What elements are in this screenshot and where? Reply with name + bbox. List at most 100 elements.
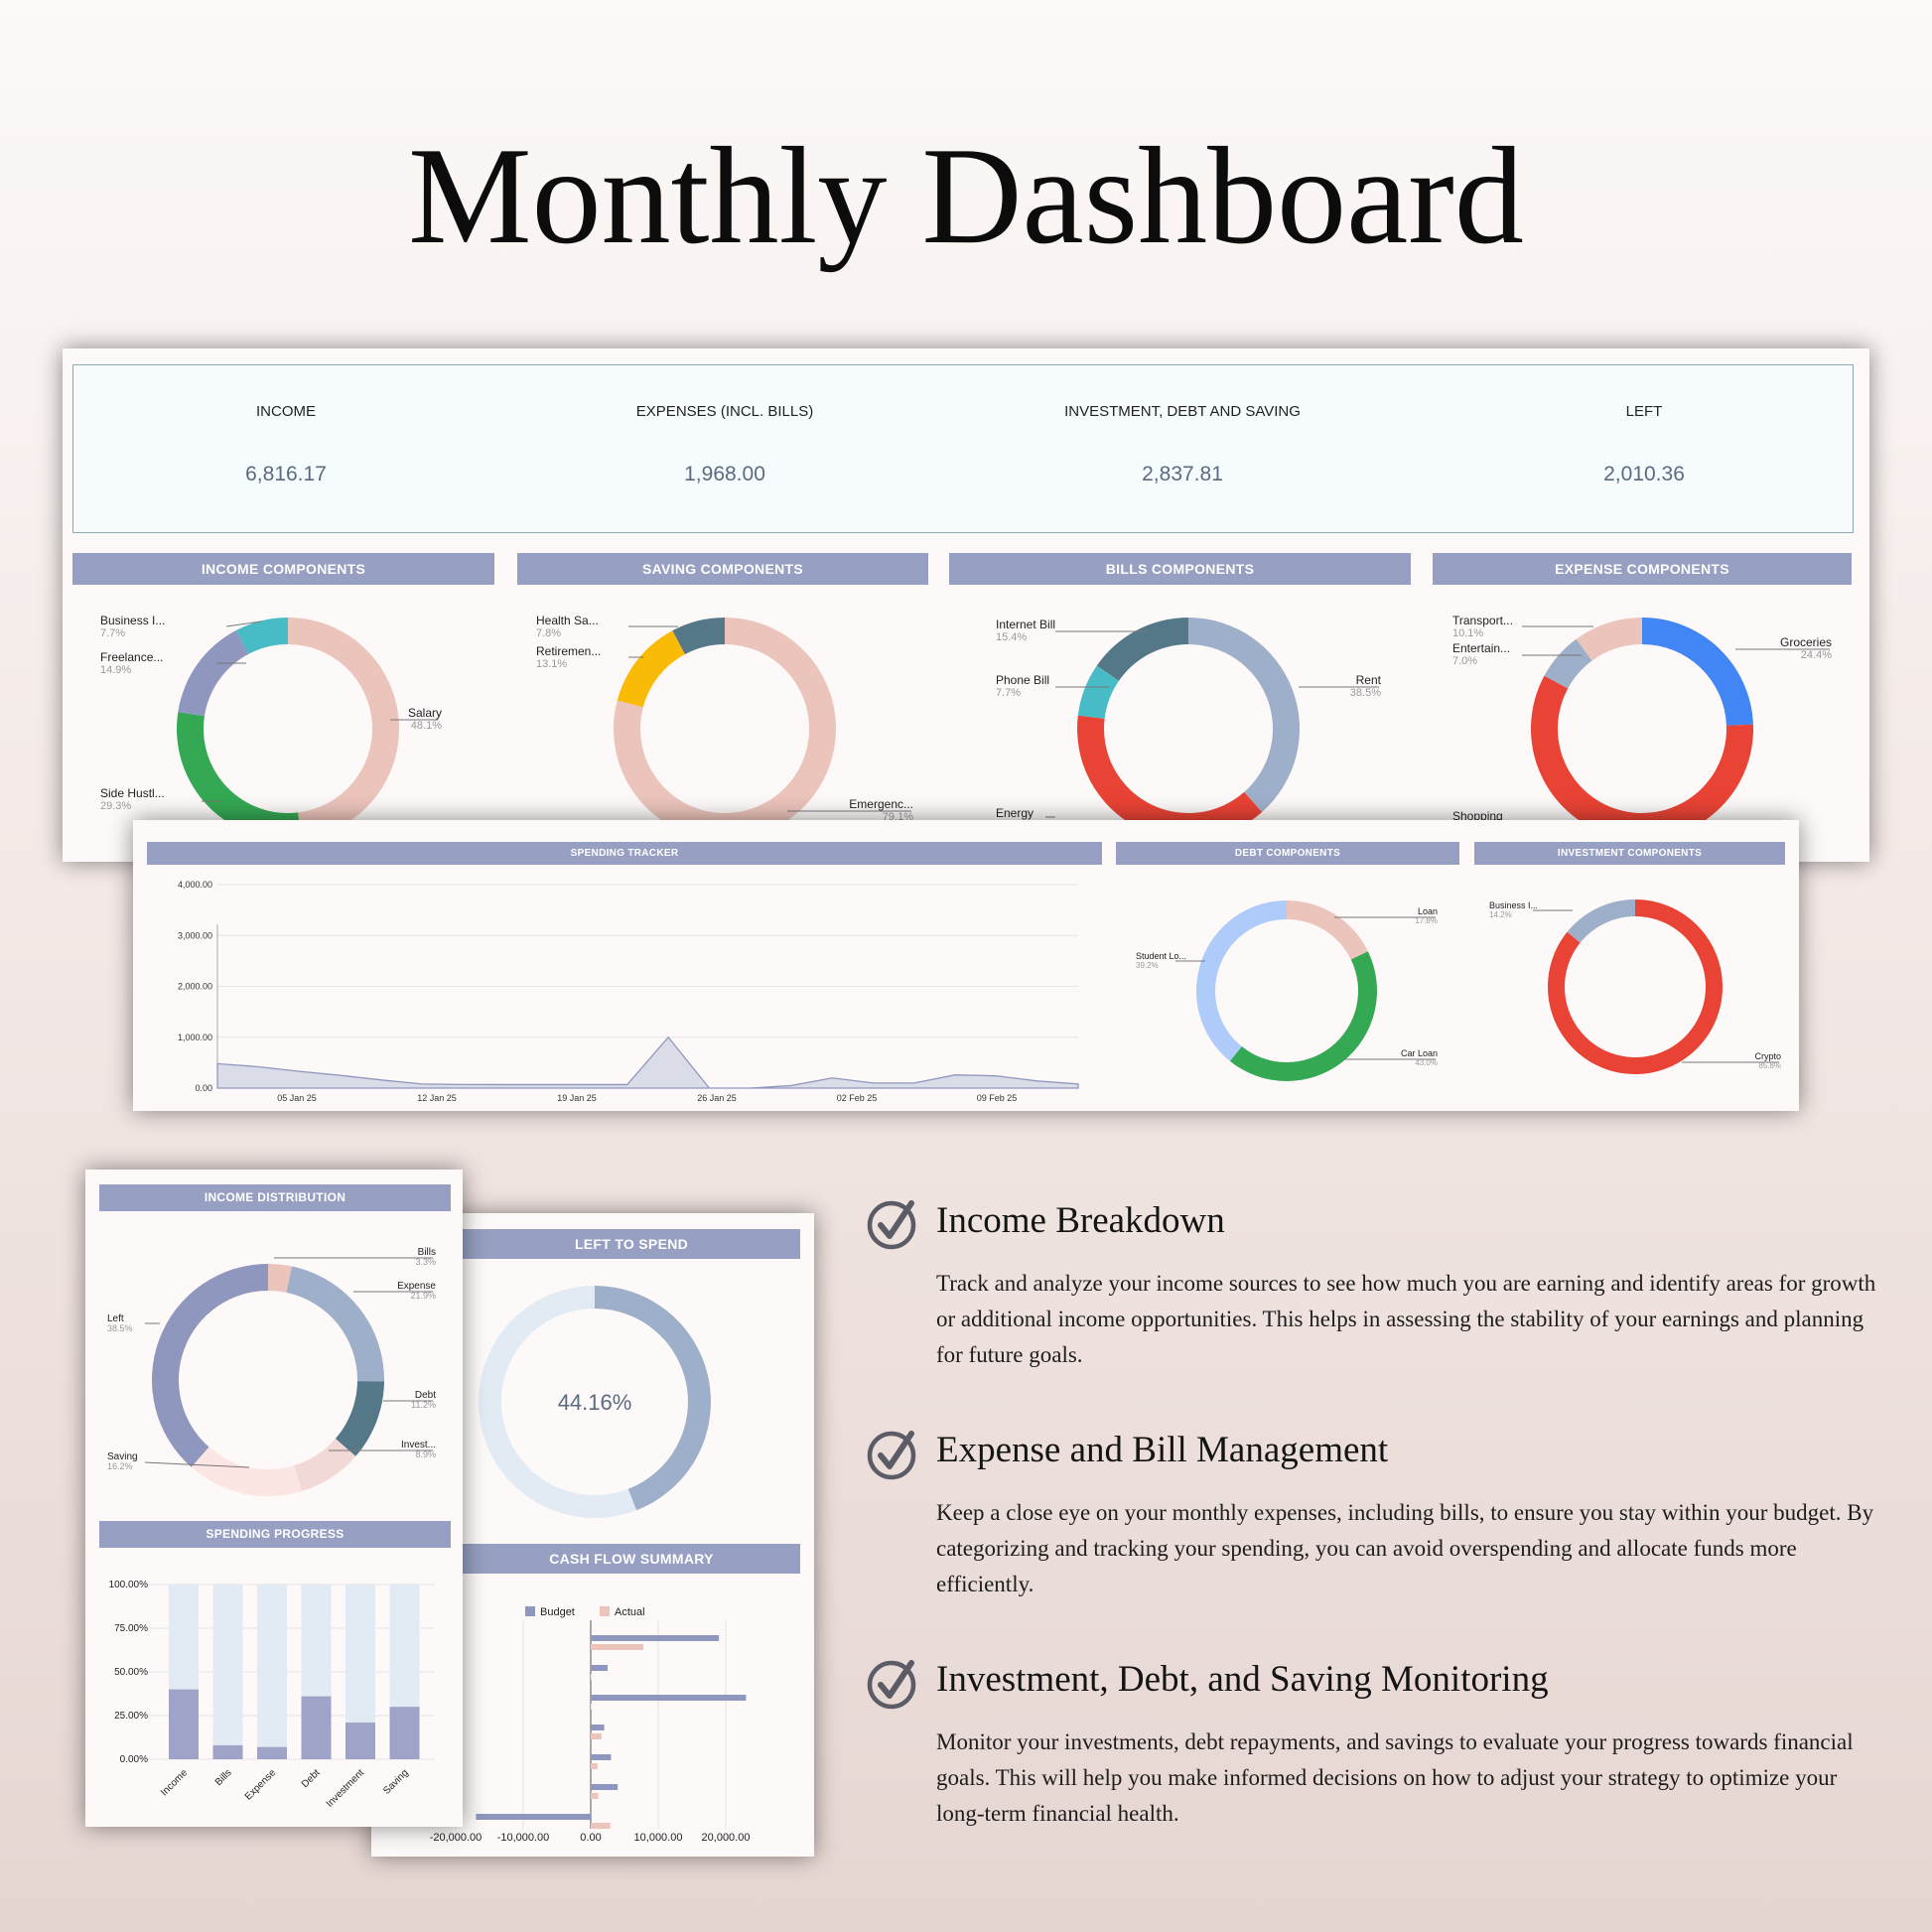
kpi-income-value: 6,816.17 — [245, 463, 327, 485]
kpi-income-label: INCOME — [256, 403, 316, 420]
expense-components-donut: Transport...10.1% Entertain...7.0% Groceri… — [1452, 614, 1832, 840]
slice-label: Left — [107, 1313, 124, 1324]
expense-components-header: EXPENSE COMPONENTS — [1433, 553, 1852, 585]
x-tick-label: Debt — [300, 1767, 323, 1790]
slice-percent: 3.3% — [415, 1257, 436, 1267]
feature-heading: Expense and Bill Management — [936, 1430, 1389, 1470]
slice-label: Side Hustl... — [100, 786, 165, 800]
donut-slice — [178, 629, 249, 717]
donut-slice — [288, 618, 400, 840]
cash-flow-bar — [591, 1793, 599, 1799]
tracker-card: SPENDING TRACKER DEBT COMPONENTS INVESTM… — [133, 820, 1799, 1111]
left-to-spend-header: LEFT TO SPEND — [463, 1229, 800, 1259]
slice-label: Invest... — [401, 1440, 436, 1450]
income-components-header: INCOME COMPONENTS — [72, 553, 494, 585]
x-tick-label: 26 Jan 25 — [697, 1093, 737, 1103]
saving-components-header: SAVING COMPONENTS — [517, 553, 928, 585]
progress-bar-fill — [345, 1723, 375, 1759]
cash-flow-bar — [591, 1674, 592, 1680]
y-tick-label: 1,000.00 — [178, 1033, 212, 1042]
spending-tracker-header: SPENDING TRACKER — [147, 842, 1102, 865]
slice-percent: 16.2% — [107, 1461, 133, 1471]
y-tick-label: 100.00% — [109, 1580, 149, 1590]
summary-card: INCOME 6,816.17 EXPENSES (INCL. BILLS) 1… — [63, 348, 1869, 862]
cashflow-charts: 44.16% -20,000.00 -10,000.00 0.00 10,000.00… — [430, 1286, 751, 1844]
feature-description: Track and analyze your income sources to… — [936, 1271, 1876, 1367]
kpi-investment-value: 2,837.81 — [1142, 463, 1223, 485]
spending-progress-chart: 0.00% 25.00% 50.00% 75.00% 100.00% Income Bill… — [109, 1580, 435, 1810]
x-tick-label: 0.00 — [580, 1832, 601, 1844]
feature-description: Keep a close eye on your monthly expense… — [936, 1500, 1874, 1596]
donut-slice — [268, 1264, 293, 1293]
spending-tracker-chart: 0.00 1,000.00 2,000.00 3,000.00 4,000.00 05 J… — [178, 880, 1079, 1103]
slice-percent: 7.8% — [536, 627, 561, 639]
slice-label: Saving — [107, 1451, 138, 1462]
cash-flow-bar — [591, 1695, 747, 1701]
slice-label: Retiremen... — [536, 644, 601, 658]
slice-percent: 38.5% — [1350, 687, 1381, 699]
donut-slice — [1096, 618, 1188, 681]
progress-bar-track — [257, 1585, 287, 1759]
feature-description: Monitor your investments, debt repayment… — [936, 1729, 1854, 1826]
top-donuts: Business I...7.7%Freelance...14.9%Salary… — [100, 614, 1832, 840]
donut-slice — [1287, 900, 1368, 960]
slice-label: Loan — [1418, 906, 1438, 916]
left-to-spend-donut: 44.16% — [479, 1286, 712, 1518]
donut-slice — [235, 618, 288, 654]
slice-label: Salary — [408, 706, 442, 720]
donut-slice — [1188, 618, 1301, 813]
slice-label: Phone Bill — [996, 673, 1049, 687]
x-tick-label: 19 Jan 25 — [557, 1093, 597, 1103]
donut-slice — [1229, 951, 1377, 1081]
kpi-investment-label: INVESTMENT, DEBT AND SAVING — [1064, 403, 1301, 420]
income-distribution-header: INCOME DISTRIBUTION — [99, 1184, 451, 1211]
left-to-spend-value: 44.16% — [558, 1390, 632, 1415]
x-tick-label: -20,000.00 — [430, 1832, 483, 1844]
distribution-charts: Bills3.3%Expense21.9%Debt11.2%Invest...8… — [107, 1247, 436, 1810]
kpi-left-value: 2,010.36 — [1603, 463, 1685, 485]
page-title: Monthly Dashboard — [408, 119, 1524, 273]
slice-percent: 21.9% — [410, 1291, 436, 1301]
slice-percent: 14.9% — [100, 664, 131, 676]
spending-area — [216, 1035, 1079, 1089]
slice-label: Freelance... — [100, 650, 163, 664]
cash-flow-bar — [591, 1665, 608, 1671]
slice-label: Groceries — [1780, 635, 1832, 649]
cash-flow-bar — [591, 1644, 644, 1650]
slice-percent: 43.0% — [1415, 1058, 1438, 1067]
leader-line — [225, 621, 262, 627]
legend-swatch — [525, 1606, 535, 1616]
slice-percent: 38.5% — [107, 1323, 133, 1333]
slice-percent: 39.2% — [1136, 961, 1159, 970]
slice-label: Rent — [1356, 673, 1382, 687]
donut-slice — [1576, 618, 1642, 661]
y-tick-label: 0.00% — [120, 1754, 148, 1765]
donut-slice — [672, 618, 725, 655]
donut-slice — [1544, 638, 1592, 689]
checkmark-circle-icon — [867, 1431, 916, 1480]
slice-percent: 7.0% — [1452, 655, 1477, 667]
feature-heading: Income Breakdown — [936, 1200, 1225, 1241]
x-tick-label: 20,000.00 — [702, 1832, 751, 1844]
slice-label: Entertain... — [1452, 641, 1510, 655]
y-tick-label: 3,000.00 — [178, 930, 212, 940]
donut-slice — [1077, 715, 1263, 840]
x-tick-label: Bills — [213, 1767, 234, 1788]
slice-label: Transport... — [1452, 614, 1513, 627]
x-tick-label: Saving — [381, 1767, 410, 1796]
y-tick-label: 50.00% — [114, 1667, 148, 1678]
progress-bar-track — [212, 1585, 243, 1759]
slice-label: Bills — [418, 1247, 436, 1258]
donut-slice — [595, 1286, 712, 1511]
kpi-left-label: LEFT — [1625, 403, 1663, 420]
cash-flow-bar — [591, 1635, 720, 1641]
slice-label: Student Lo... — [1136, 951, 1186, 961]
cash-flow-summary-header: CASH FLOW SUMMARY — [463, 1544, 800, 1574]
y-tick-label: 2,000.00 — [178, 982, 212, 992]
checkmark-circle-icon — [867, 1660, 916, 1710]
cash-flow-bar — [476, 1814, 591, 1820]
slice-percent: 85.8% — [1758, 1061, 1781, 1070]
slice-label: Emergenc... — [849, 797, 913, 811]
cash-flow-bar — [591, 1733, 602, 1739]
x-tick-label: Investment — [325, 1767, 367, 1810]
